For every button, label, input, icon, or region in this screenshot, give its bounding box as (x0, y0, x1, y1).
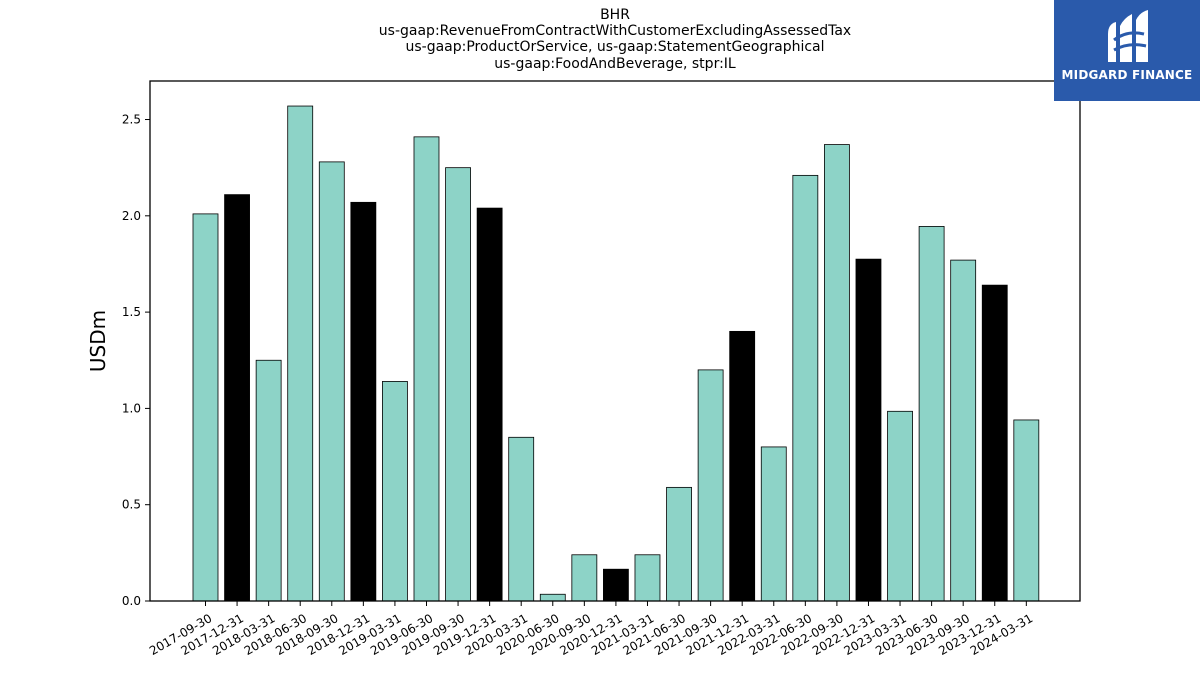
bar-2024-03-31 (1013, 419, 1040, 602)
bar-2019-06-30 (413, 136, 440, 602)
bar-2019-12-31 (476, 207, 503, 602)
bar-2022-06-30 (792, 174, 819, 602)
chart-title-line-1: BHR (600, 7, 630, 23)
bar-2022-12-31 (855, 258, 882, 602)
chart-title-line-2: us-gaap:RevenueFromContractWithCustomerE… (378, 23, 852, 39)
bar-2018-03-31 (255, 359, 282, 602)
bar-2020-12-31 (603, 568, 629, 602)
chart-title-line-3: us-gaap:ProductOrService, us-gaap:Statem… (405, 39, 825, 55)
y-tick-label-0.5: 0.5 (122, 498, 141, 512)
bar-2017-12-31 (224, 194, 250, 602)
bar-2021-12-31 (729, 330, 756, 602)
bar-2018-09-30 (318, 161, 345, 602)
bar-2018-12-31 (350, 201, 377, 602)
y-axis-label: USDm (86, 310, 110, 372)
y-tick-label-0.0: 0.0 (122, 594, 141, 608)
bar-2022-03-31 (760, 446, 787, 602)
bar-2021-09-30 (697, 369, 724, 602)
y-tick-label-1.0: 1.0 (122, 401, 141, 415)
y-tick-label-2.5: 2.5 (122, 113, 141, 127)
logo-text: MIDGARD FINANCE (1061, 68, 1193, 82)
plot-frame (149, 80, 1081, 602)
bar-2023-12-31 (981, 284, 1008, 602)
bar-2021-03-31 (634, 554, 661, 602)
bar-2020-06-30 (539, 593, 566, 602)
bar-2021-06-30 (666, 486, 692, 602)
bar-2018-06-30 (287, 105, 314, 602)
bar-2023-09-30 (950, 259, 977, 602)
bar-2023-03-31 (887, 410, 913, 602)
y-axis: 0.0 0.5 1.0 1.5 2.0 2.5 (122, 113, 150, 608)
bar-2023-06-30 (918, 226, 945, 602)
bar-2019-03-31 (382, 381, 408, 602)
bars-group (192, 105, 1040, 602)
midgard-finance-logo: MIDGARD FINANCE (1054, 0, 1200, 101)
y-tick-label-2.0: 2.0 (122, 209, 141, 223)
bar-2022-09-30 (824, 144, 850, 602)
bar-2017-09-30 (192, 213, 219, 602)
y-tick-label-1.5: 1.5 (122, 305, 141, 319)
midgard-logo-icon (1108, 10, 1148, 62)
chart-title-line-4: us-gaap:FoodAndBeverage, stpr:IL (494, 56, 736, 72)
bar-2020-09-30 (571, 554, 598, 602)
x-axis: 2017-09-302017-12-312018-03-312018-06-30… (147, 601, 1035, 658)
bar-2020-03-31 (508, 436, 535, 602)
bar-2019-09-30 (445, 167, 471, 602)
